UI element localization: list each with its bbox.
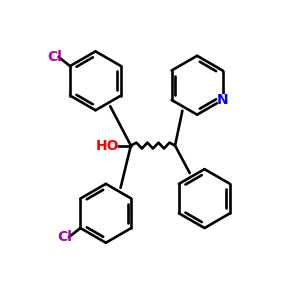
Text: N: N	[217, 93, 228, 107]
Text: Cl: Cl	[47, 50, 62, 64]
Text: HO: HO	[96, 139, 119, 153]
Text: Cl: Cl	[57, 230, 72, 244]
